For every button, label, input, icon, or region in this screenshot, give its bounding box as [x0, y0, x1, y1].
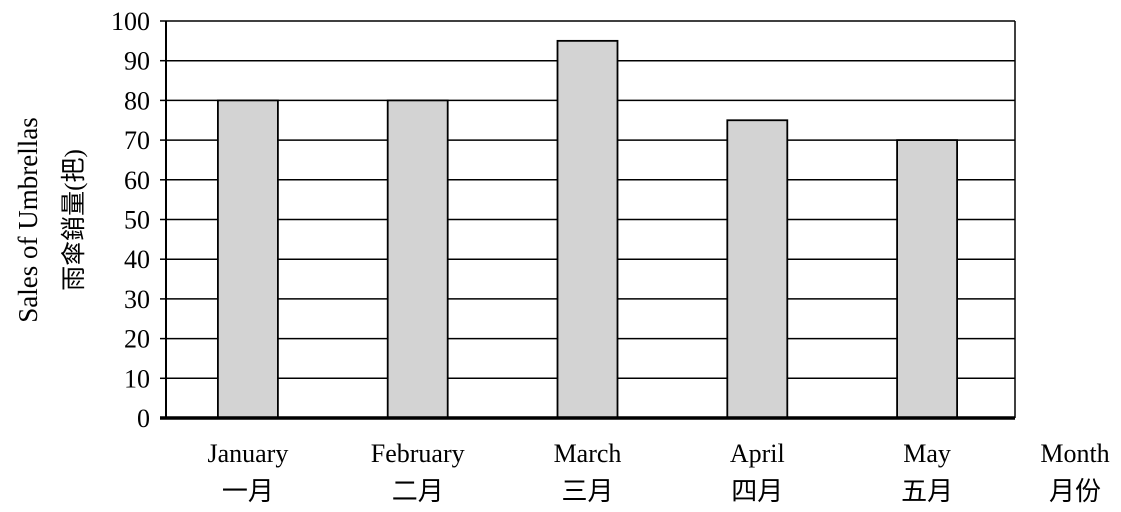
x-tick-label-zh: 四月 [731, 477, 783, 506]
y-tick-label: 90 [124, 47, 150, 76]
y-tick-label: 100 [111, 7, 150, 36]
x-tick-label: January [207, 439, 288, 468]
x-tick-labels: January 一月 February 二月 March 三月 April 四月 May 五月 [207, 439, 953, 506]
x-tick-label-zh: 五月 [901, 477, 953, 506]
y-axis-label: Sales of Umbrellas [13, 117, 43, 322]
bar-may [896, 139, 958, 419]
bar-april [726, 119, 789, 419]
y-tick-label: 30 [124, 285, 150, 314]
y-axis-label-zh: 雨傘銷量(把) [60, 149, 88, 291]
x-tick-label: April [730, 439, 785, 468]
y-tick-labels: 0 10 20 30 40 50 60 70 80 90 100 [111, 7, 150, 433]
y-tick-label: 50 [124, 206, 150, 235]
y-tick-label: 10 [124, 364, 150, 393]
x-tick-label: March [554, 439, 622, 468]
x-tick-label-zh: 一月 [222, 477, 274, 506]
bar-january [216, 99, 279, 419]
y-tick-label: 70 [124, 126, 150, 155]
x-axis-label-zh: 月份 [1049, 477, 1101, 506]
x-tick-label: February [371, 439, 465, 468]
axes [160, 20, 1016, 420]
bar-march [556, 39, 619, 419]
y-tick-label: 20 [124, 325, 150, 354]
x-axis-label: Month [1040, 439, 1109, 468]
y-tick-label: 60 [124, 166, 150, 195]
x-tick-label-zh: 三月 [561, 477, 613, 506]
y-tick-label: 0 [137, 404, 150, 433]
x-tick-label-zh: 二月 [392, 477, 444, 506]
bar-february [386, 99, 449, 419]
y-tick-label: 40 [124, 245, 150, 274]
bars [216, 39, 958, 419]
y-tick-label: 80 [124, 86, 150, 115]
x-tick-label: May [903, 439, 951, 468]
